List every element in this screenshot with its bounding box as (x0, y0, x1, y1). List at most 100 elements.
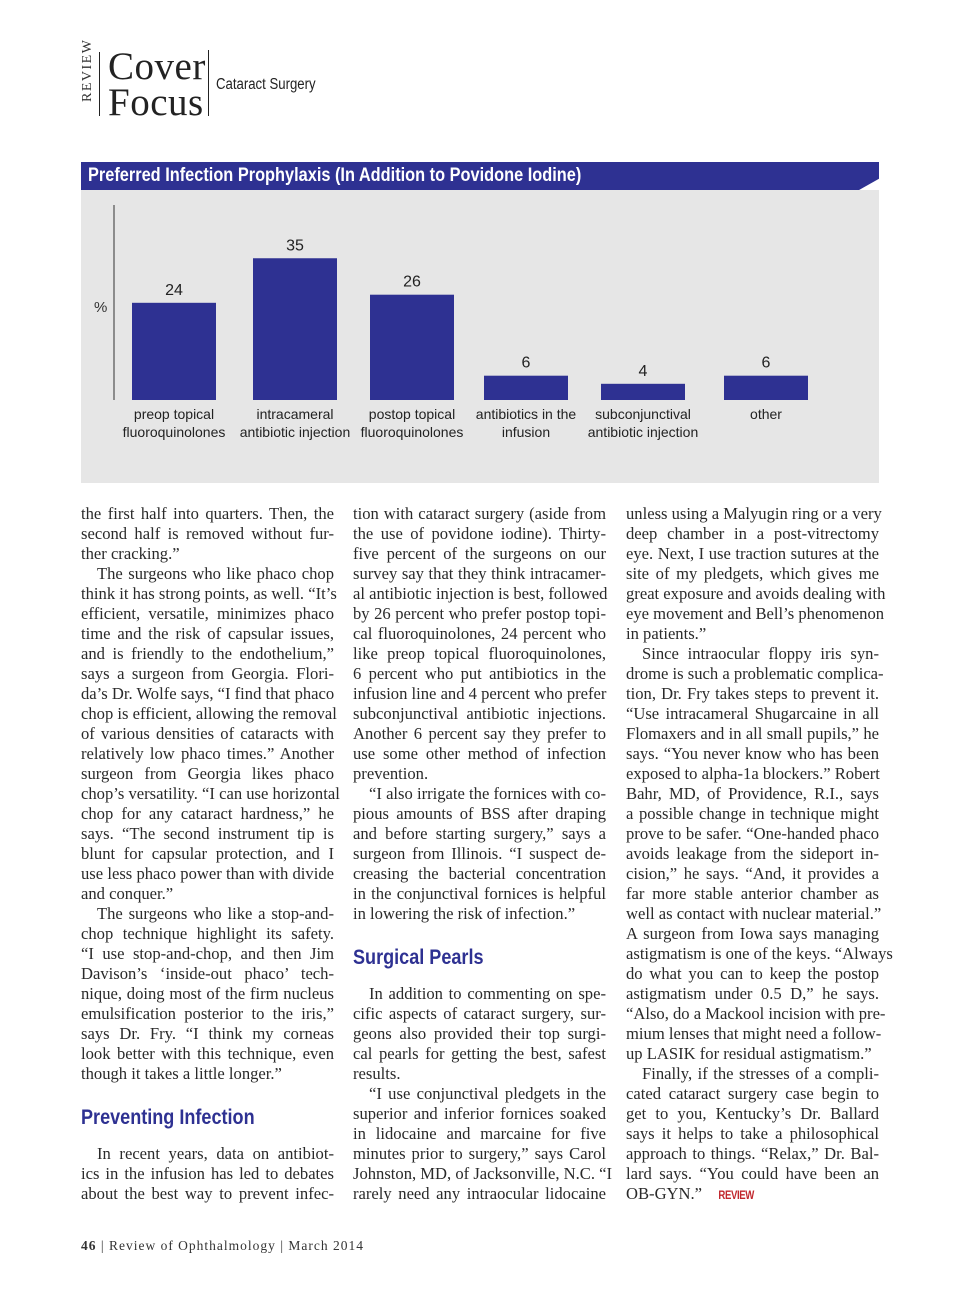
text-line-content: results. (353, 1064, 401, 1083)
text-line-content: by 26 percent who prefer postop topi- (353, 604, 606, 623)
text-line: surgeon from Georgia likes phaco (81, 764, 334, 784)
text-line: says. “The second instrument tip is (81, 824, 334, 844)
text-line-content: use some other method of infection (353, 744, 606, 763)
category-label: infusion (502, 424, 550, 440)
text-line-content: deep chamber in a post-vitrectomy (626, 524, 879, 543)
bar (253, 258, 337, 400)
text-line: efficient, versatile, minimizes phaco (81, 604, 334, 624)
text-line: 6 percent who put antibiotics in the (353, 664, 606, 684)
text-line-content: nique, doing most of the firm nucleus (81, 984, 334, 1003)
review-end-mark-logo: REVIEW (718, 1188, 754, 1202)
text-line: pious amounts of BSS after draping (353, 804, 606, 824)
text-line-content: says Dr. Fry. “I think my corneas (81, 1024, 334, 1043)
footer-separator: | (280, 1238, 285, 1253)
text-line: prove to be safer. “One-handed phaco (626, 824, 879, 844)
text-line-content: in patients.” (626, 624, 707, 643)
text-line: astigmatism is one of the keys. “Always (626, 944, 893, 964)
text-line-content: up LASIK for residual astigmatism.” (626, 1044, 872, 1063)
paragraph: In addition to commenting on spe-cific a… (353, 984, 606, 1084)
bar (132, 302, 216, 400)
text-line-content: and conquer.” (81, 884, 174, 903)
text-line: eye movement and Bell’s phenomenon (626, 604, 884, 624)
text-line: use less phaco power than with divide (81, 864, 334, 884)
text-line-content: pious amounts of BSS after draping (353, 804, 606, 823)
text-line: Bahr, MD, of Providence, R.I., says (626, 784, 879, 804)
text-line: and conquer.” (81, 884, 334, 904)
text-line-content: creasing the bacterial concentration (353, 864, 606, 883)
bar (370, 294, 454, 400)
text-line-content: surgeon from Illinois. “I suspect de- (353, 844, 606, 863)
text-line-content: chop is efficient, allowing the removal (81, 704, 337, 723)
text-line: superior and inferior fornices soaked (353, 1104, 606, 1124)
section-topic: Cataract Surgery (216, 76, 316, 93)
text-line-content: Another 6 percent say they prefer to (353, 724, 606, 743)
text-line: Flomaxers and in all small pupils,” he (626, 724, 879, 744)
paragraph: Since intraocular floppy iris syn-drome … (626, 644, 893, 1064)
text-line-content: cated cataract surgery case begin to (626, 1084, 879, 1103)
text-line: says Dr. Fry. “I think my corneas (81, 1024, 334, 1044)
text-line: a possible change in technique might (626, 804, 879, 824)
text-line: minutes prior to surgery,” says Carol (353, 1144, 606, 1164)
text-line-content: the first half into quarters. Then, the (81, 504, 334, 523)
text-line: unless using a Malyugin ring or a very (626, 504, 882, 524)
text-line-content: chop technique highlight its safety. (81, 924, 334, 943)
text-line-content: “I also irrigate the fornices with co- (369, 784, 606, 803)
text-line-content: a possible change in technique might (626, 804, 879, 823)
text-line: drome is such a problematic complica- (626, 664, 884, 684)
text-line: nique, doing most of the firm nucleus (81, 984, 334, 1004)
text-line: chop’s versatility. “I can use horizonta… (81, 784, 340, 804)
text-line-content: lard says. “You could have been an (626, 1164, 879, 1183)
text-line-content: astigmatism is one of the keys. “Always (626, 944, 893, 963)
text-line-content: cific aspects of cataract surgery, sur- (353, 1004, 606, 1023)
text-line-content: cal pearls for getting the best, safest (353, 1044, 606, 1063)
text-line: The surgeons who like a stop-and- (81, 904, 334, 924)
text-line: eye. Next, I use traction sutures at the (626, 544, 879, 564)
text-line: al antibiotic injection is best, followe… (353, 584, 607, 604)
text-line: in patients.” (626, 624, 879, 644)
text-line: says a surgeon from Georgia. Flori- (81, 664, 334, 684)
bar (724, 375, 808, 400)
text-line: tion with cataract surgery (aside from (353, 504, 606, 524)
text-line-content: says it helps to take a philosophical (626, 1124, 879, 1143)
section-title-focus: Focus (108, 81, 204, 124)
article-column-3: unless using a Malyugin ring or a very de… (626, 504, 893, 1204)
issue-date: March 2014 (288, 1238, 364, 1253)
text-line-content: time and the risk of capsular issues, (81, 624, 334, 643)
text-line: and is friendly to the endothelium,” (81, 644, 334, 664)
category-label: other (750, 406, 782, 422)
text-line-content: great exposure and avoids dealing with (626, 584, 886, 603)
text-line-content: The surgeons who like a stop-and- (97, 904, 334, 923)
text-line: In recent years, data on antibiot- (81, 1144, 334, 1164)
text-line-content: surgeon from Georgia likes phaco (81, 764, 334, 783)
category-label: antibiotics in the (476, 406, 577, 422)
bar (601, 383, 685, 400)
text-line-content: emulsification posterior to the iris,” (81, 1004, 334, 1023)
y-axis-label: % (94, 299, 107, 316)
text-line-content: well as contact with nuclear material.” (626, 904, 882, 923)
text-line-content: says. “You never know who has been (626, 744, 879, 763)
paragraph: The surgeons who like phaco chop think it… (81, 564, 340, 904)
text-line: chop is efficient, allowing the removal (81, 704, 337, 724)
text-line: ther cracking.” (81, 544, 334, 564)
text-line-content: do what you can to keep the postop (626, 964, 879, 983)
text-line-content: “I use conjunctival pledgets in the (369, 1084, 606, 1103)
text-line: ics in the infusion has led to debates (81, 1164, 334, 1184)
text-line-content: second half is removed without fur- (81, 524, 334, 543)
text-line: blunt for capsular protection, and I (81, 844, 334, 864)
text-line: emulsification posterior to the iris,” (81, 1004, 334, 1024)
text-line-content: ics in the infusion has led to debates (81, 1164, 334, 1183)
text-line-content: Since intraocular floppy iris syn- (642, 644, 879, 663)
category-label: intracameral (256, 406, 333, 422)
text-line-content: says a surgeon from Georgia. Flori- (81, 664, 334, 683)
text-line: approach to things. “Relax,” Dr. Bal- (626, 1144, 879, 1164)
text-line-content: the use of povidone iodine). Thirty- (353, 524, 606, 543)
text-line: great exposure and avoids dealing with (626, 584, 886, 604)
text-line-content: far more stable anterior chamber as (626, 884, 879, 903)
text-line: A surgeon from Iowa says managing (626, 924, 879, 944)
text-line-content: use less phaco power than with divide (81, 864, 334, 883)
text-line: “I use stop-and-chop, and then Jim (81, 944, 334, 964)
header-divider (208, 50, 209, 116)
category-label: subconjunctival (595, 406, 691, 422)
text-line: “I also irrigate the fornices with co- (353, 784, 606, 804)
text-line-content: tion, Dr. Fry takes steps to prevent it. (626, 684, 879, 703)
